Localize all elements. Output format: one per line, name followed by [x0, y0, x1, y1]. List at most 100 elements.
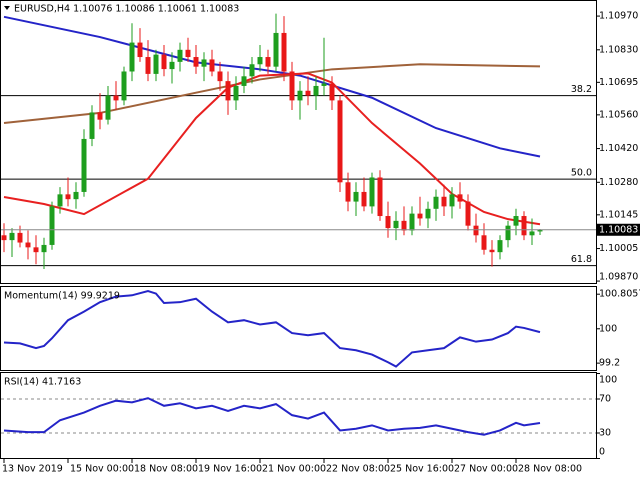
- candle-body: [345, 182, 351, 202]
- candle-body: [41, 244, 47, 253]
- candle-body: [89, 112, 95, 139]
- candle-body: [417, 213, 423, 219]
- y-tick-label: 1.10005: [599, 243, 638, 254]
- candle-body: [113, 95, 119, 101]
- candle-body: [201, 59, 207, 67]
- y-tick-label: 99.2: [599, 358, 620, 369]
- indicator-line: [3, 289, 541, 368]
- candle-body: [129, 42, 135, 72]
- y-tick-label: 100: [599, 375, 617, 386]
- x-tick-label: 21 Nov 00:00: [262, 464, 326, 475]
- candle-body: [401, 220, 407, 231]
- x-tick-label: 27 Nov 00:00: [454, 464, 518, 475]
- panel-title: Momentum(14) 99.9219: [4, 291, 120, 302]
- candle-body: [57, 194, 63, 207]
- candle-body: [289, 71, 295, 101]
- candle-body: [9, 232, 15, 241]
- candle-body: [193, 57, 199, 67]
- y-tick-label: 1.09870: [599, 272, 638, 283]
- candle-body: [145, 57, 151, 74]
- x-tick-label: 28 Nov 08:00: [518, 464, 582, 475]
- candle-body: [465, 201, 471, 226]
- candle-body: [489, 249, 495, 253]
- candle-body: [393, 220, 399, 229]
- candle-body: [425, 208, 431, 219]
- panel-title: RSI(14) 41.7163: [4, 377, 81, 388]
- candle-body: [233, 85, 239, 101]
- y-tick-label: 1.10420: [599, 143, 638, 154]
- x-tick-label: 15 Nov 00:00: [70, 464, 134, 475]
- candle-body: [17, 232, 23, 243]
- candle-body: [73, 191, 79, 200]
- last-price-label: 1.10083: [599, 224, 638, 235]
- candle-body: [329, 83, 335, 101]
- candle-body: [217, 71, 223, 82]
- candle-body: [1, 235, 7, 241]
- x-tick-label: 22 Nov 08:00: [326, 464, 390, 475]
- last-price-box: [596, 223, 640, 236]
- fib-level-label: 61.8: [571, 254, 592, 265]
- y-tick-label: 100: [599, 323, 617, 334]
- y-tick-label: 30: [599, 428, 611, 439]
- candle-body: [49, 206, 55, 245]
- candle-body: [25, 242, 31, 248]
- candle-body: [281, 32, 287, 72]
- candle-body: [161, 54, 167, 70]
- candle-body: [153, 54, 159, 74]
- y-tick-label: 0: [599, 447, 605, 458]
- candle-body: [529, 231, 535, 236]
- candle-body: [137, 42, 143, 58]
- candle-body: [321, 83, 327, 86]
- rsi-panel-frame: [0, 372, 597, 459]
- candle-body: [249, 64, 255, 77]
- candle-body: [97, 112, 103, 120]
- candle-body: [497, 240, 503, 253]
- candle-body: [257, 57, 263, 65]
- indicator-line: [3, 397, 541, 436]
- y-tick-label: 1.10145: [599, 209, 638, 220]
- candle-body: [169, 61, 175, 70]
- y-tick-label: 100.8057: [599, 289, 640, 300]
- candle-body: [121, 71, 127, 101]
- candle-body: [449, 194, 455, 207]
- candle-body: [369, 177, 375, 207]
- candle-body: [209, 59, 215, 72]
- candle-body: [521, 216, 527, 236]
- candle-body: [433, 196, 439, 209]
- candle-body: [313, 85, 319, 96]
- candle-body: [481, 235, 487, 250]
- candle-body: [385, 216, 391, 229]
- candle-body: [377, 177, 383, 217]
- candle-body: [409, 213, 415, 231]
- y-tick-label: 70: [599, 394, 611, 405]
- candle-body: [505, 225, 511, 241]
- candle-body: [265, 57, 271, 67]
- candle-body: [273, 32, 279, 67]
- y-tick-label: 1.10695: [599, 77, 638, 88]
- candle-body: [185, 49, 191, 58]
- candle-body: [177, 49, 183, 62]
- candle-body: [105, 95, 111, 120]
- fib-level-label: 38.2: [571, 84, 592, 95]
- collapse-arrow: [4, 6, 10, 10]
- y-tick-label: 1.10560: [599, 109, 638, 120]
- y-tick-label: 1.10970: [599, 11, 638, 22]
- candle-body: [33, 247, 39, 253]
- chart-title: EURUSD,H4 1.10076 1.10086 1.10061 1.1008…: [14, 4, 239, 15]
- candle-body: [225, 81, 231, 101]
- x-tick-label: 18 Nov 08:00: [134, 464, 198, 475]
- x-tick-label: 19 Nov 16:00: [198, 464, 262, 475]
- price-panel-frame: [0, 0, 597, 284]
- candle-body: [241, 76, 247, 86]
- candle-body: [337, 100, 343, 183]
- candle-body: [473, 225, 479, 236]
- candle-body: [353, 191, 359, 202]
- x-tick-label: 13 Nov 2019: [2, 464, 63, 475]
- candle-body: [361, 191, 367, 207]
- fib-level-label: 50.0: [571, 168, 592, 179]
- y-tick-label: 1.10280: [599, 177, 638, 188]
- candle-body: [81, 138, 87, 192]
- candle-body: [457, 194, 463, 202]
